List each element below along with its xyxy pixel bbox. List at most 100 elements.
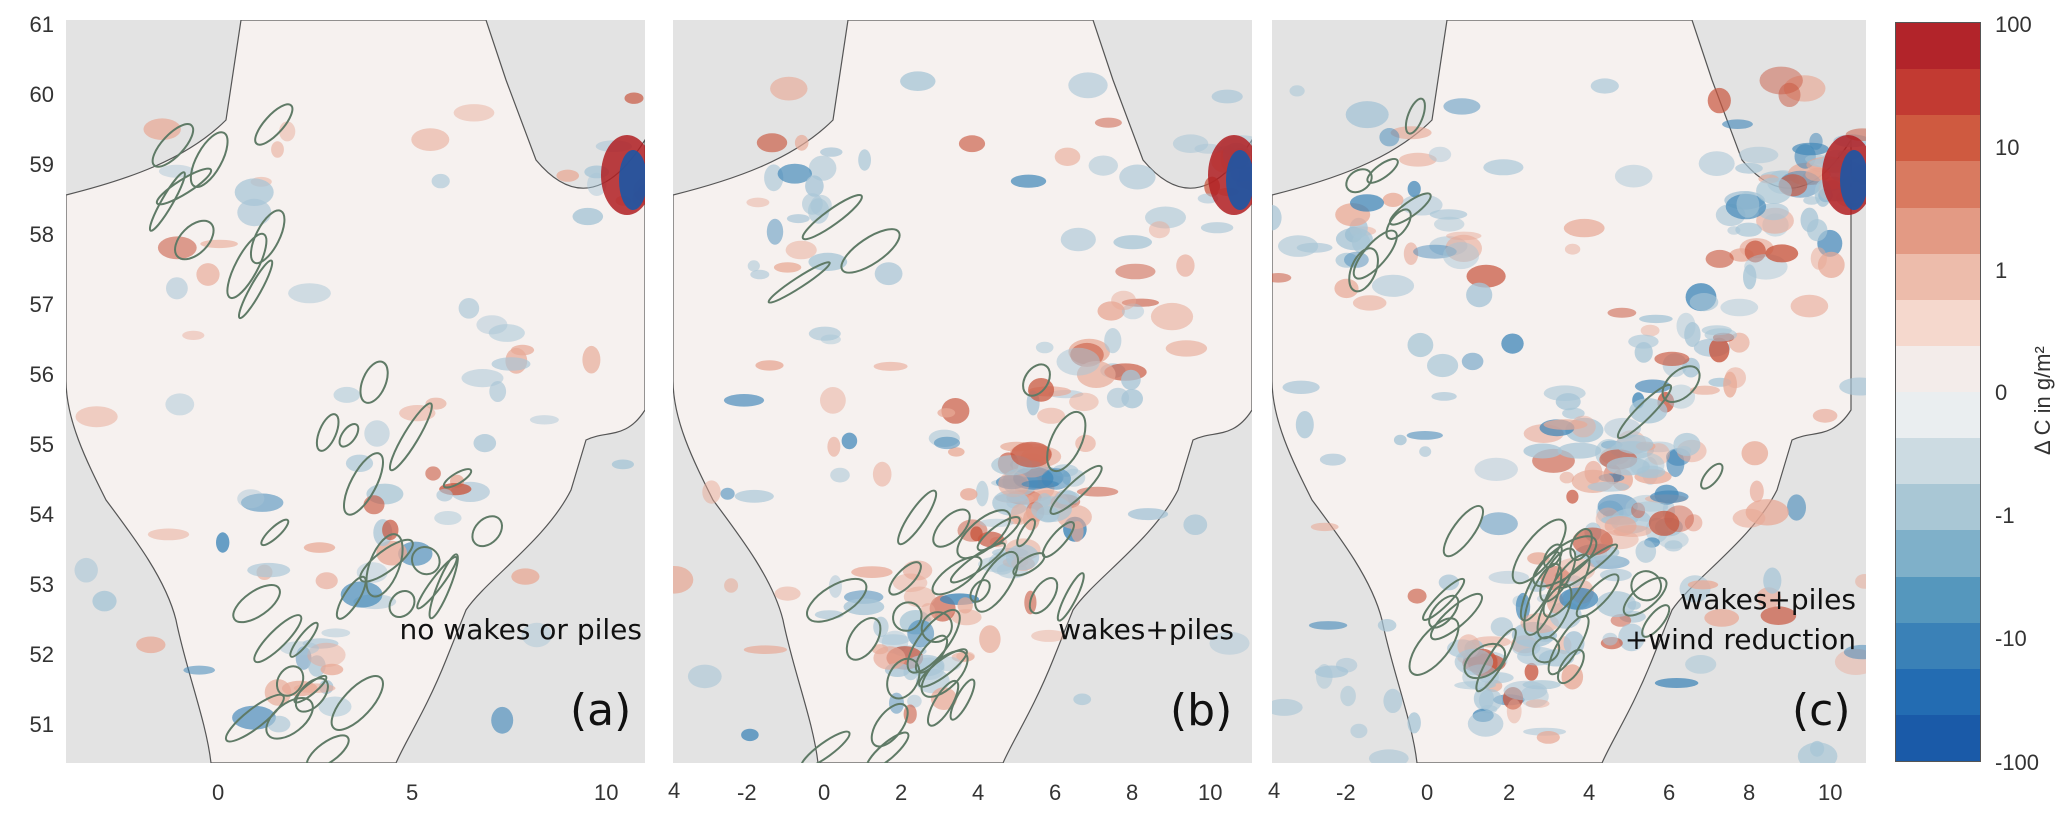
wind-farm-contour bbox=[1532, 535, 1598, 588]
anomaly-patch bbox=[434, 511, 462, 525]
panel-letter-b: (b) bbox=[1170, 685, 1233, 736]
wind-farm-contour bbox=[1352, 229, 1398, 280]
anomaly-patch bbox=[1119, 164, 1156, 190]
wind-farm-contour bbox=[1430, 592, 1483, 641]
anomaly-patch bbox=[1610, 614, 1632, 627]
anomaly-patch bbox=[933, 436, 961, 450]
anomaly-patch bbox=[237, 198, 272, 227]
anomaly-patch bbox=[1176, 254, 1195, 277]
anomaly-patch bbox=[1778, 82, 1801, 107]
y-tick: 54 bbox=[29, 502, 54, 527]
anomaly-patch bbox=[960, 488, 978, 501]
wind-farm-contour bbox=[1622, 576, 1668, 617]
anomaly-patch bbox=[723, 394, 765, 407]
anomaly-patch bbox=[1054, 147, 1081, 166]
anomaly-patch bbox=[1428, 146, 1452, 163]
wind-farm-contour bbox=[1041, 521, 1075, 558]
anomaly-patch bbox=[1596, 591, 1637, 618]
anomaly-patch bbox=[1344, 251, 1369, 268]
wind-farm-contour bbox=[767, 261, 831, 304]
wind-farm-contour bbox=[249, 209, 286, 265]
anomaly-patch bbox=[1406, 431, 1443, 440]
anomaly-patch bbox=[1431, 392, 1457, 401]
wind-farm-contour bbox=[1442, 504, 1484, 558]
wind-farm-contour bbox=[442, 468, 473, 489]
anomaly-patch bbox=[1720, 298, 1759, 317]
anomaly-hotspot bbox=[1226, 150, 1252, 210]
anomaly-patch bbox=[1282, 380, 1320, 394]
wind-farm-contour bbox=[1366, 157, 1399, 184]
anomaly-patch bbox=[951, 652, 975, 663]
anomaly-patch bbox=[1295, 411, 1314, 439]
wind-farm-contour bbox=[335, 575, 367, 620]
anomaly-patch bbox=[279, 121, 296, 142]
anomaly-patch bbox=[157, 236, 197, 260]
scenario-line: wakes+piles bbox=[1058, 613, 1234, 646]
anomaly-patch bbox=[830, 467, 850, 483]
wind-farm-contour bbox=[1422, 577, 1466, 621]
anomaly-patch bbox=[247, 562, 291, 578]
colorbar-label: 1 bbox=[1995, 258, 2008, 283]
anomaly-patch bbox=[1797, 742, 1838, 763]
anomaly-patch bbox=[288, 283, 331, 304]
anomaly-patch bbox=[1738, 146, 1779, 164]
scenario-label-c: wakes+piles +wind reduction bbox=[1560, 580, 1856, 660]
anomaly-patch bbox=[1524, 662, 1539, 681]
wind-farm-contour bbox=[1511, 518, 1567, 585]
anomaly-patch bbox=[777, 163, 812, 184]
wind-farm-contour bbox=[1536, 583, 1573, 640]
anomaly-hotspot bbox=[1840, 150, 1866, 210]
anomaly-patch bbox=[556, 169, 579, 182]
anomaly-patch bbox=[1566, 489, 1579, 504]
colorbar-segment bbox=[1896, 115, 1980, 162]
wind-farm-contour bbox=[1519, 551, 1562, 622]
colorbar-segment bbox=[1896, 207, 1980, 254]
anomaly-patch bbox=[873, 361, 908, 371]
anomaly-patch bbox=[1563, 218, 1605, 238]
anomaly-patch bbox=[1640, 324, 1660, 337]
map-canvas-b bbox=[673, 20, 1252, 763]
anomaly-patch bbox=[382, 519, 399, 541]
anomaly-patch bbox=[770, 76, 808, 101]
anomaly-patch bbox=[473, 434, 497, 453]
anomaly-patch bbox=[741, 728, 759, 742]
wind-farm-contour bbox=[1641, 604, 1671, 638]
wind-farm-contour bbox=[976, 516, 1021, 552]
anomaly-patch bbox=[307, 642, 346, 668]
wind-farm-contour bbox=[949, 678, 976, 721]
anomaly-patch bbox=[874, 262, 903, 286]
anomaly-patch bbox=[1006, 544, 1040, 571]
wind-farm-contour bbox=[343, 452, 384, 516]
anomaly-patch bbox=[724, 578, 739, 593]
wind-farm-contour bbox=[1049, 464, 1103, 515]
y-tick: 55 bbox=[29, 432, 54, 457]
wind-farm-contour bbox=[148, 171, 186, 232]
anomaly-patch bbox=[1650, 490, 1689, 504]
anomaly-patch bbox=[364, 420, 390, 447]
anomaly-patch bbox=[1684, 514, 1703, 532]
wind-farm-contour bbox=[1046, 410, 1087, 473]
anomaly-patch bbox=[510, 344, 535, 356]
anomaly-patch bbox=[743, 645, 787, 654]
anomaly-patch bbox=[1628, 334, 1659, 349]
anomaly-patch bbox=[303, 542, 336, 553]
wind-farm-contour bbox=[416, 555, 458, 610]
anomaly-patch bbox=[1104, 328, 1122, 354]
anomaly-patch bbox=[814, 610, 844, 620]
colorbar-segment bbox=[1896, 530, 1980, 577]
wind-farm-contour bbox=[801, 193, 863, 241]
wind-farm-contour bbox=[845, 617, 882, 661]
anomaly-patch bbox=[1445, 234, 1482, 262]
anomaly-patch bbox=[1606, 457, 1650, 476]
anomaly-patch bbox=[1037, 407, 1066, 424]
x-tick: 4 bbox=[1583, 780, 1596, 805]
wind-farm-contour bbox=[931, 555, 983, 596]
anomaly-patch bbox=[1010, 174, 1047, 188]
anomaly-patch bbox=[92, 590, 117, 612]
anomaly-patch bbox=[1515, 592, 1531, 621]
anomaly-patch bbox=[1590, 78, 1619, 94]
anomaly-patch bbox=[1407, 180, 1421, 198]
wind-farm-contour bbox=[892, 601, 923, 632]
anomaly-patch bbox=[1466, 264, 1506, 288]
anomaly-patch bbox=[1377, 619, 1397, 632]
